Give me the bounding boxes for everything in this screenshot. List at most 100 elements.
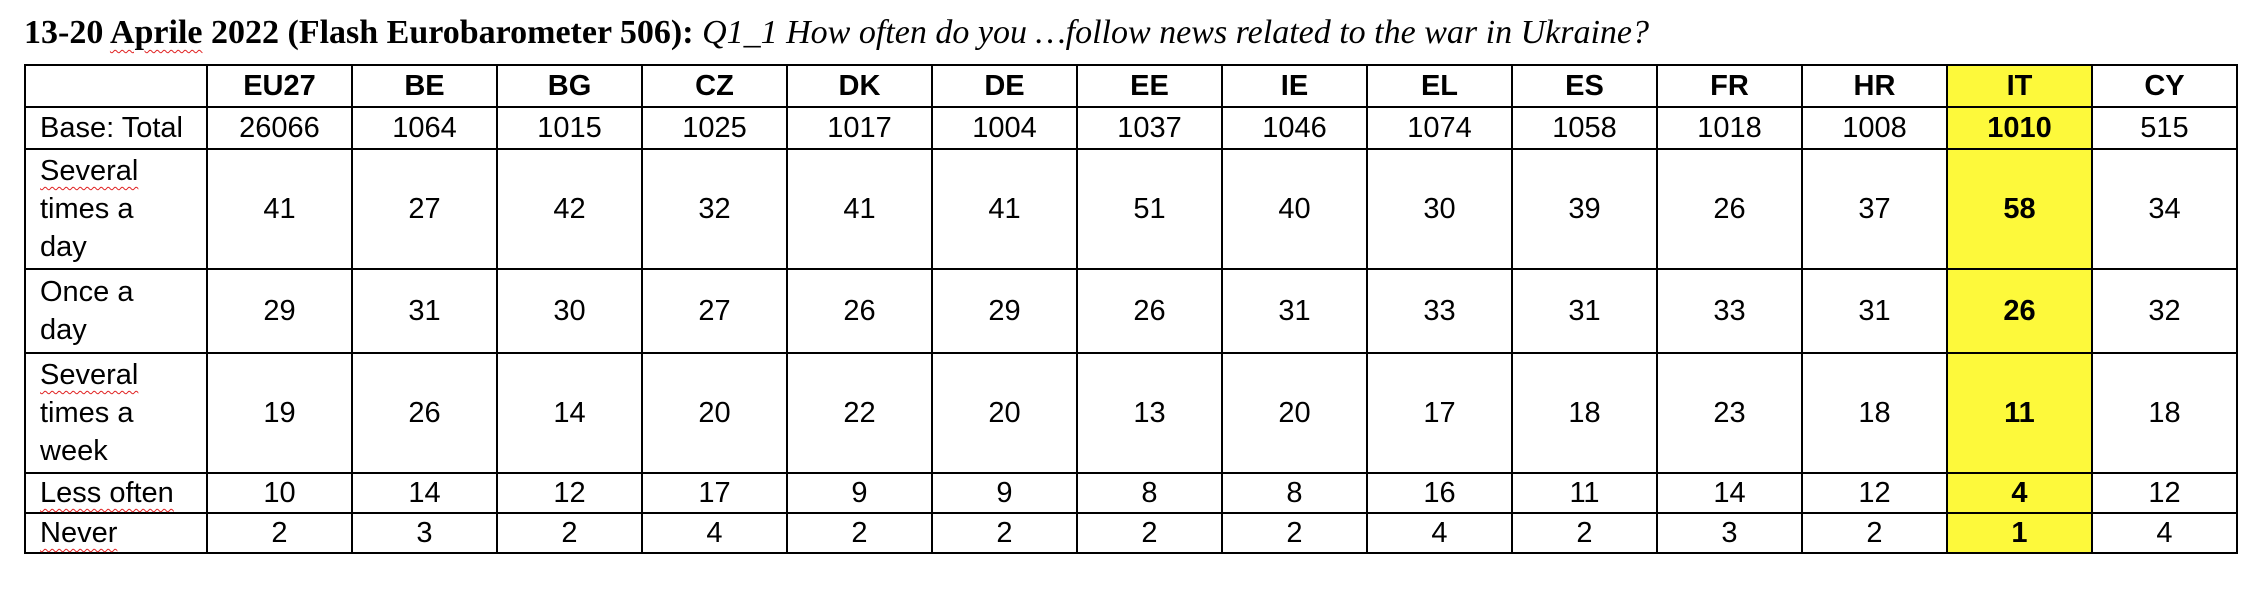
data-cell-be: 3 [351, 512, 498, 554]
data-cell-hr: 2 [1801, 512, 1948, 554]
data-cell-eu27: 29 [206, 268, 353, 354]
data-cell-ee: 8 [1076, 472, 1223, 514]
data-cell-ee: 26 [1076, 268, 1223, 354]
row-label-line: Less often [40, 477, 174, 509]
data-cell-cy: 18 [2091, 352, 2238, 474]
column-header-be: BE [351, 64, 498, 108]
data-cell-ie: 8 [1221, 472, 1368, 514]
data-cell-cy: 32 [2091, 268, 2238, 354]
column-header-es: ES [1511, 64, 1658, 108]
row-label-line: Never [40, 517, 118, 549]
data-cell-it: 1 [1946, 512, 2093, 554]
table-row: Never 2 3 2 4 2 2 2 2 4 2 3 2 1 4 [24, 512, 2238, 554]
table-row: Less often 10 14 12 17 9 9 8 8 16 11 14 12 4 12 [24, 472, 2238, 514]
title-date-prefix: 13-20 [24, 14, 110, 51]
table-row: Several times a week 19 26 14 20 22 20 13 20 17 18 23… [24, 352, 2238, 474]
data-cell-el: 30 [1366, 148, 1513, 270]
table-header-row: EU27 BE BG CZ DK DE EE IE EL ES FR HR IT CY [24, 64, 2238, 108]
data-cell-el: 17 [1366, 352, 1513, 474]
data-cell-eu27: 2 [206, 512, 353, 554]
data-cell-fr: 23 [1656, 352, 1803, 474]
data-cell-dk: 22 [786, 352, 933, 474]
data-cell-fr: 1018 [1656, 106, 1803, 150]
data-cell-bg: 30 [496, 268, 643, 354]
data-cell-bg: 42 [496, 148, 643, 270]
data-cell-dk: 2 [786, 512, 933, 554]
column-header-hr: HR [1801, 64, 1948, 108]
data-cell-cz: 20 [641, 352, 788, 474]
data-cell-cz: 27 [641, 268, 788, 354]
data-cell-hr: 31 [1801, 268, 1948, 354]
data-cell-es: 31 [1511, 268, 1658, 354]
row-label: Once a day [24, 268, 208, 354]
row-label-line: day [40, 231, 87, 263]
table-row: Several times a day 41 27 42 32 41 41 51 40 30 39 26 3… [24, 148, 2238, 270]
data-cell-ie: 31 [1221, 268, 1368, 354]
row-label: Less often [24, 472, 208, 514]
data-cell-dk: 41 [786, 148, 933, 270]
data-cell-es: 39 [1511, 148, 1658, 270]
data-cell-de: 1004 [931, 106, 1078, 150]
row-label-line: times a [40, 397, 134, 429]
data-cell-hr: 1008 [1801, 106, 1948, 150]
data-cell-fr: 33 [1656, 268, 1803, 354]
data-cell-de: 41 [931, 148, 1078, 270]
row-label-line: Once a [40, 276, 134, 308]
data-cell-it: 26 [1946, 268, 2093, 354]
data-cell-cy: 4 [2091, 512, 2238, 554]
column-header-el: EL [1366, 64, 1513, 108]
table-title: 13-20 Aprile 2022 (Flash Eurobarometer 5… [24, 10, 1649, 55]
data-cell-el: 33 [1366, 268, 1513, 354]
data-cell-dk: 9 [786, 472, 933, 514]
data-cell-it: 1010 [1946, 106, 2093, 150]
row-label-line: week [40, 435, 108, 467]
row-label-line: Base: Total [40, 112, 183, 144]
column-header-eu27: EU27 [206, 64, 353, 108]
data-cell-eu27: 10 [206, 472, 353, 514]
row-label: Several times a day [24, 148, 208, 270]
data-cell-hr: 37 [1801, 148, 1948, 270]
row-label: Never [24, 512, 208, 554]
table-body: Base: Total 26066 1064 1015 1025 1017 1004 1037… [24, 106, 2238, 554]
data-cell-eu27: 41 [206, 148, 353, 270]
data-cell-es: 18 [1511, 352, 1658, 474]
row-label-line: times a [40, 193, 134, 225]
column-header-fr: FR [1656, 64, 1803, 108]
data-cell-be: 27 [351, 148, 498, 270]
data-cell-fr: 14 [1656, 472, 1803, 514]
data-cell-hr: 12 [1801, 472, 1948, 514]
row-label-line: Several [40, 155, 139, 187]
header-corner-cell [24, 64, 208, 108]
data-cell-ie: 2 [1221, 512, 1368, 554]
data-cell-de: 20 [931, 352, 1078, 474]
data-cell-be: 14 [351, 472, 498, 514]
data-cell-el: 16 [1366, 472, 1513, 514]
data-cell-hr: 18 [1801, 352, 1948, 474]
data-cell-be: 26 [351, 352, 498, 474]
data-cell-es: 11 [1511, 472, 1658, 514]
data-cell-bg: 2 [496, 512, 643, 554]
data-cell-cz: 1025 [641, 106, 788, 150]
data-cell-ee: 2 [1076, 512, 1223, 554]
title-question: Q1_1 How often do you …follow news relat… [693, 14, 1649, 51]
data-cell-eu27: 19 [206, 352, 353, 474]
column-header-it: IT [1946, 64, 2093, 108]
data-cell-el: 1074 [1366, 106, 1513, 150]
data-cell-ie: 1046 [1221, 106, 1368, 150]
data-cell-ie: 20 [1221, 352, 1368, 474]
column-header-de: DE [931, 64, 1078, 108]
data-cell-bg: 12 [496, 472, 643, 514]
data-cell-be: 1064 [351, 106, 498, 150]
column-header-cz: CZ [641, 64, 788, 108]
row-label-line: day [40, 314, 87, 346]
data-cell-cy: 34 [2091, 148, 2238, 270]
column-header-bg: BG [496, 64, 643, 108]
data-cell-ee: 1037 [1076, 106, 1223, 150]
row-label: Base: Total [24, 106, 208, 150]
data-cell-bg: 14 [496, 352, 643, 474]
data-cell-it: 11 [1946, 352, 2093, 474]
data-cell-ee: 13 [1076, 352, 1223, 474]
data-cell-de: 2 [931, 512, 1078, 554]
data-cell-cz: 32 [641, 148, 788, 270]
data-cell-bg: 1015 [496, 106, 643, 150]
